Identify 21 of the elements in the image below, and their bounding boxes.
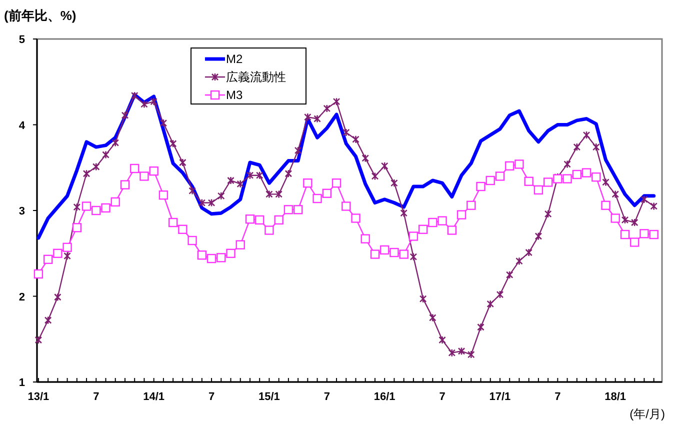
y-tick-label: 5 <box>18 34 25 46</box>
x-tick-label: 7 <box>554 391 561 403</box>
x-tick-label: 7 <box>439 391 446 403</box>
x-tick-label: 16/1 <box>374 391 396 403</box>
x-tick-label: 15/1 <box>258 391 280 403</box>
y-tick-label: 2 <box>18 291 25 304</box>
y-tick-label: 4 <box>18 120 26 132</box>
x-tick-label: 18/1 <box>604 391 626 403</box>
legend-label: M2 <box>226 52 243 66</box>
legend-label: M3 <box>226 88 243 102</box>
x-tick-label: 7 <box>324 391 330 403</box>
legend-label: 広義流動性 <box>226 70 286 84</box>
y-tick-label: 1 <box>18 377 25 389</box>
x-tick-label: 7 <box>93 391 100 403</box>
x-tick-label: 13/1 <box>28 391 50 403</box>
x-tick-label: 17/1 <box>489 391 511 403</box>
x-tick-label: 7 <box>208 391 215 403</box>
x-axis-title: (年/月) <box>630 407 665 421</box>
y-tick-label: 3 <box>18 206 25 218</box>
y-axis-title: (前年比、%) <box>4 8 76 23</box>
x-tick-label: 14/1 <box>143 391 165 403</box>
